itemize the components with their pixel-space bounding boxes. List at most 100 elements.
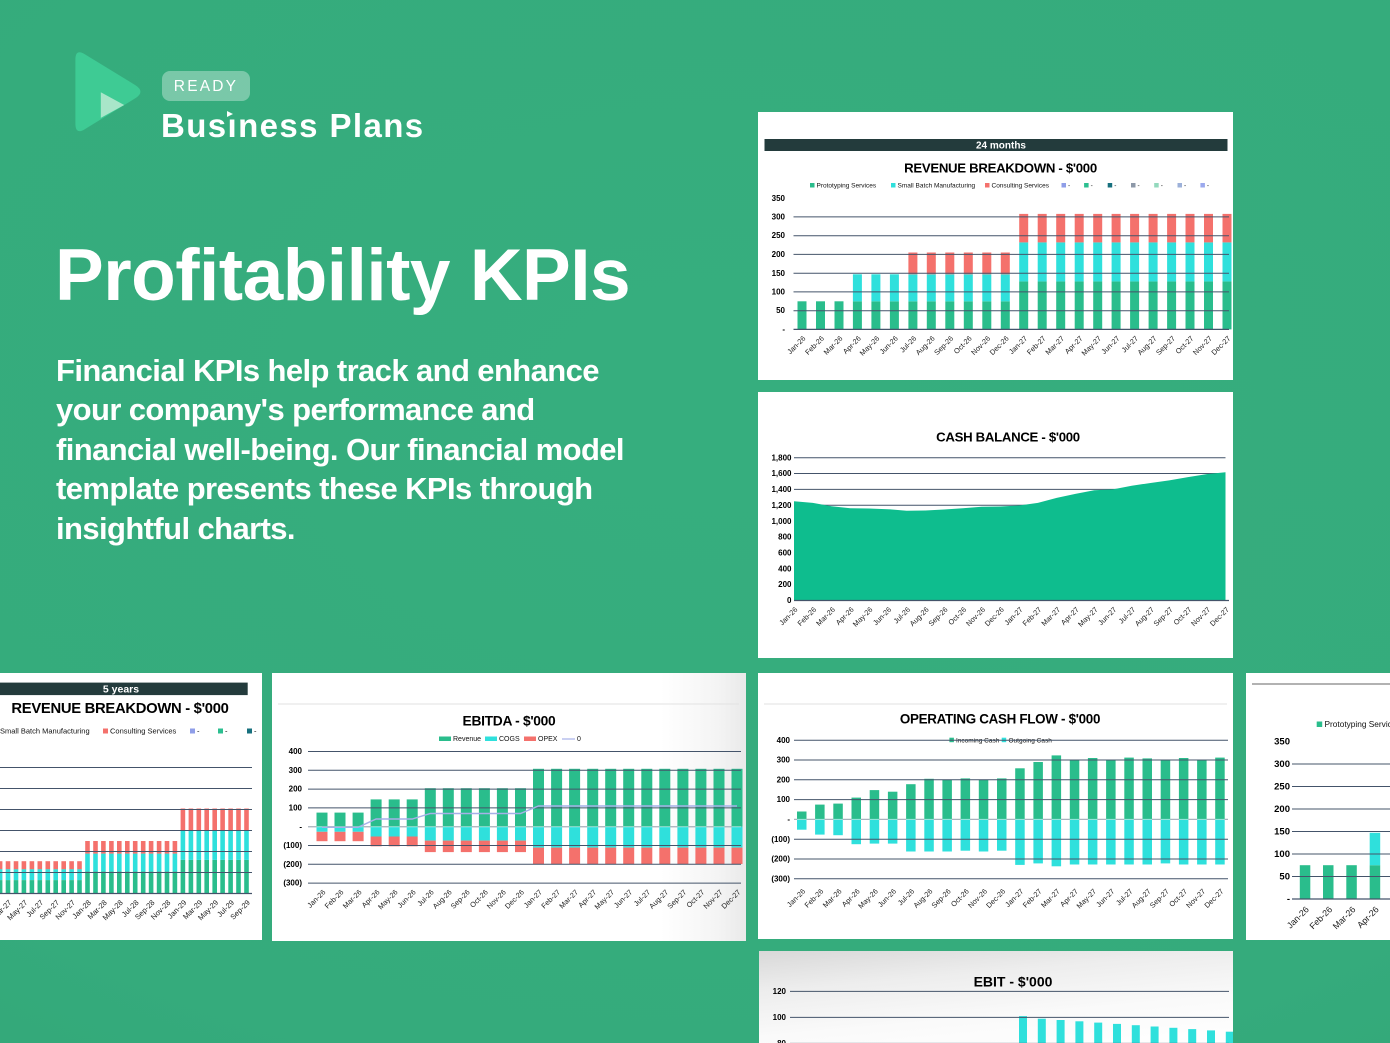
svg-text:Jan-26: Jan-26 bbox=[1285, 904, 1311, 930]
svg-text:May-26: May-26 bbox=[856, 887, 880, 911]
svg-text:300: 300 bbox=[1274, 759, 1290, 770]
svg-text:100: 100 bbox=[777, 795, 791, 804]
svg-text:(100): (100) bbox=[771, 835, 790, 844]
svg-text:(200): (200) bbox=[771, 855, 790, 864]
svg-text:Dec-27: Dec-27 bbox=[719, 888, 742, 911]
svg-text:Outgoing Cash: Outgoing Cash bbox=[1009, 738, 1053, 745]
svg-text:350: 350 bbox=[772, 194, 786, 203]
svg-text:Feb-27: Feb-27 bbox=[539, 888, 562, 911]
svg-text:Feb-26: Feb-26 bbox=[323, 888, 346, 911]
svg-text:150: 150 bbox=[772, 269, 786, 278]
svg-text:350: 350 bbox=[1274, 737, 1290, 748]
svg-text:Jun-26: Jun-26 bbox=[395, 888, 417, 910]
svg-text:Nov-27: Nov-27 bbox=[1191, 334, 1214, 357]
svg-text:600: 600 bbox=[778, 549, 792, 558]
svg-text:200: 200 bbox=[1274, 804, 1290, 815]
svg-text:200: 200 bbox=[778, 580, 792, 589]
svg-text:OPEX: OPEX bbox=[538, 736, 558, 743]
svg-text:150: 150 bbox=[1274, 827, 1290, 838]
svg-text:Nov-27: Nov-27 bbox=[1189, 605, 1212, 628]
svg-text:Sep-27: Sep-27 bbox=[1154, 334, 1177, 357]
svg-text:Mar-27: Mar-27 bbox=[1043, 334, 1066, 357]
svg-text:Jun-26: Jun-26 bbox=[876, 887, 898, 909]
svg-text:200: 200 bbox=[289, 785, 303, 794]
svg-text:300: 300 bbox=[777, 756, 791, 765]
svg-text:100: 100 bbox=[773, 1013, 787, 1022]
svg-text:Aug-27: Aug-27 bbox=[1130, 887, 1153, 910]
svg-text:100: 100 bbox=[1274, 849, 1290, 860]
svg-text:Mar-27: Mar-27 bbox=[1039, 887, 1062, 910]
svg-text:Jun-27: Jun-27 bbox=[612, 888, 634, 910]
svg-text:Nov-26: Nov-26 bbox=[969, 334, 992, 357]
svg-text:Dec-27: Dec-27 bbox=[1208, 605, 1231, 628]
svg-text:-: - bbox=[225, 727, 228, 736]
svg-text:Sep-27: Sep-27 bbox=[1148, 887, 1171, 910]
svg-text:May-27: May-27 bbox=[1080, 334, 1104, 358]
svg-text:Feb-27: Feb-27 bbox=[1021, 605, 1044, 628]
svg-text:Prototyping Services: Prototyping Services bbox=[817, 183, 877, 190]
svg-text:REVENUE BREAKDOWN - $'000: REVENUE BREAKDOWN - $'000 bbox=[904, 161, 1097, 176]
svg-text:Nov-27: Nov-27 bbox=[1184, 887, 1207, 910]
svg-text:Nov-26: Nov-26 bbox=[966, 887, 989, 910]
svg-text:Dec-27: Dec-27 bbox=[1209, 334, 1232, 357]
svg-text:Sep-26: Sep-26 bbox=[449, 888, 472, 911]
svg-text:1,600: 1,600 bbox=[771, 469, 792, 478]
svg-text:Feb-27: Feb-27 bbox=[1025, 334, 1048, 357]
svg-text:Jan-27: Jan-27 bbox=[1007, 334, 1029, 356]
svg-text:Dec-26: Dec-26 bbox=[984, 887, 1007, 910]
svg-text:May-26: May-26 bbox=[851, 605, 875, 629]
svg-text:Jan-26: Jan-26 bbox=[785, 334, 807, 356]
svg-text:Consulting Services: Consulting Services bbox=[110, 727, 177, 736]
svg-text:Dec-26: Dec-26 bbox=[983, 605, 1006, 628]
svg-text:-: - bbox=[299, 822, 302, 831]
svg-text:0: 0 bbox=[787, 596, 792, 605]
svg-text:Nov-26: Nov-26 bbox=[964, 605, 987, 628]
svg-text:(300): (300) bbox=[771, 874, 790, 883]
svg-text:Feb-27: Feb-27 bbox=[1021, 887, 1044, 910]
svg-text:0: 0 bbox=[577, 736, 581, 743]
svg-text:Sep-26: Sep-26 bbox=[927, 605, 950, 628]
svg-text:-: - bbox=[1207, 183, 1209, 190]
svg-text:-: - bbox=[1287, 894, 1290, 905]
svg-text:Dec-27: Dec-27 bbox=[1202, 887, 1225, 910]
svg-text:Aug-26: Aug-26 bbox=[911, 887, 934, 910]
svg-text:Sep-26: Sep-26 bbox=[932, 334, 955, 357]
svg-text:Jun-27: Jun-27 bbox=[1099, 334, 1121, 356]
svg-text:300: 300 bbox=[772, 213, 786, 222]
svg-text:May-26: May-26 bbox=[858, 334, 882, 358]
svg-text:300: 300 bbox=[289, 766, 303, 775]
svg-text:Aug-26: Aug-26 bbox=[908, 605, 931, 628]
svg-text:400: 400 bbox=[777, 736, 791, 745]
svg-text:Jan-26: Jan-26 bbox=[777, 605, 799, 627]
svg-text:24 months: 24 months bbox=[976, 141, 1026, 152]
svg-text:50: 50 bbox=[776, 306, 785, 315]
svg-text:1,400: 1,400 bbox=[771, 485, 792, 494]
svg-text:250: 250 bbox=[772, 231, 786, 240]
svg-text:EBITDA - $'000: EBITDA - $'000 bbox=[463, 714, 557, 729]
svg-text:May-27: May-27 bbox=[1075, 887, 1099, 911]
svg-text:Feb-26: Feb-26 bbox=[1307, 904, 1334, 931]
svg-text:Mar-27: Mar-27 bbox=[1039, 605, 1062, 628]
svg-text:100: 100 bbox=[289, 804, 303, 813]
svg-text:-: - bbox=[1161, 183, 1163, 190]
svg-text:Dec-26: Dec-26 bbox=[988, 334, 1011, 357]
svg-text:OPERATING CASH FLOW - $'000: OPERATING CASH FLOW - $'000 bbox=[900, 712, 1100, 727]
svg-text:-: - bbox=[1068, 183, 1070, 190]
svg-text:120: 120 bbox=[773, 987, 787, 996]
svg-text:-: - bbox=[1091, 183, 1093, 190]
svg-text:CASH BALANCE - $'000: CASH BALANCE - $'000 bbox=[936, 430, 1080, 445]
svg-text:Nov-26: Nov-26 bbox=[485, 888, 508, 911]
svg-text:-: - bbox=[1184, 183, 1186, 190]
svg-text:-: - bbox=[1114, 183, 1116, 190]
svg-text:Feb-26: Feb-26 bbox=[803, 334, 826, 357]
svg-text:Jun-26: Jun-26 bbox=[871, 605, 893, 627]
svg-text:Aug-27: Aug-27 bbox=[647, 888, 670, 911]
svg-text:Jan-27: Jan-27 bbox=[1002, 605, 1024, 627]
svg-text:Mar-27: Mar-27 bbox=[557, 888, 580, 911]
svg-text:-: - bbox=[197, 727, 200, 736]
svg-text:Dec-26: Dec-26 bbox=[503, 888, 526, 911]
svg-text:-: - bbox=[787, 815, 790, 824]
svg-text:Mar-26: Mar-26 bbox=[822, 334, 845, 357]
svg-text:1,800: 1,800 bbox=[771, 453, 792, 462]
svg-text:Sep-27: Sep-27 bbox=[665, 888, 688, 911]
